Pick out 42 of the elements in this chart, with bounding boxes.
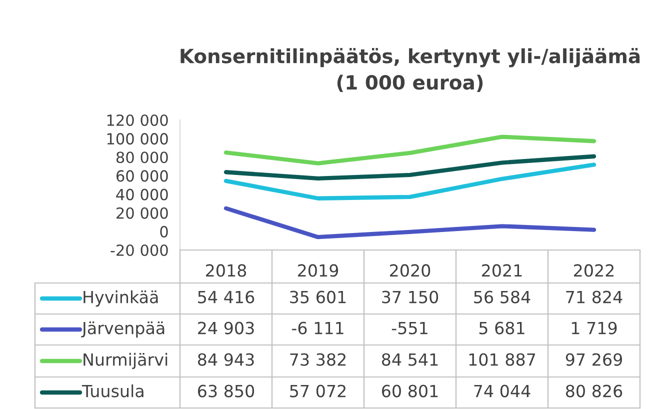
- data-label: -551: [392, 322, 428, 334]
- line-series: [224, 134, 596, 166]
- x-tick-label: 2019: [298, 264, 338, 277]
- y-tick-label: -20 000: [110, 244, 168, 256]
- data-label: 84 943: [198, 353, 254, 366]
- y-tick-label: 60 000: [116, 170, 168, 182]
- y-tick-label: 100 000: [107, 133, 168, 145]
- data-label: 5 681: [479, 322, 524, 334]
- chart-title: Konsernitilinpäätös, kertynyt yli-/alijäämä (1 000 euroa): [180, 48, 640, 92]
- data-label: 80 826: [566, 384, 622, 398]
- data-label: 35 601: [290, 290, 346, 304]
- data-label: 37 150: [382, 290, 438, 304]
- line-series: [224, 162, 596, 200]
- legend-label: Nurmijärvi: [84, 352, 168, 370]
- data-label: 101 887: [469, 353, 536, 366]
- x-tick-label: 2021: [482, 264, 522, 277]
- data-label: 73 382: [290, 353, 346, 366]
- line-series: [224, 154, 596, 181]
- data-label: 71 824: [566, 290, 622, 304]
- y-tick-label: 80 000: [116, 152, 168, 164]
- data-label: 56 584: [474, 290, 530, 304]
- data-label: 24 903: [198, 322, 254, 334]
- x-tick-label: 2022: [574, 264, 614, 277]
- y-tick-label: 0: [160, 226, 168, 238]
- legend-label: Hyvinkää: [84, 290, 158, 307]
- data-label: 60 801: [382, 384, 438, 398]
- data-label: 54 416: [198, 290, 254, 304]
- x-tick-label: 2018: [206, 264, 246, 277]
- legend-label: Tuusula: [82, 384, 144, 398]
- y-tick-label: 40 000: [116, 188, 168, 200]
- data-label: -6 111: [292, 322, 344, 334]
- y-tick-label: 20 000: [116, 207, 168, 219]
- legend-label: Järvenpää: [81, 321, 164, 338]
- data-label: 1 719: [572, 322, 617, 334]
- data-label: 57 072: [290, 384, 346, 398]
- data-label: 97 269: [566, 353, 622, 366]
- data-label: 74 044: [474, 384, 530, 398]
- line-series: [224, 206, 596, 240]
- data-label: 84 541: [382, 353, 438, 366]
- data-label: 63 850: [198, 384, 254, 398]
- x-tick-label: 2020: [390, 264, 430, 277]
- y-tick-label: 120 000: [107, 114, 168, 126]
